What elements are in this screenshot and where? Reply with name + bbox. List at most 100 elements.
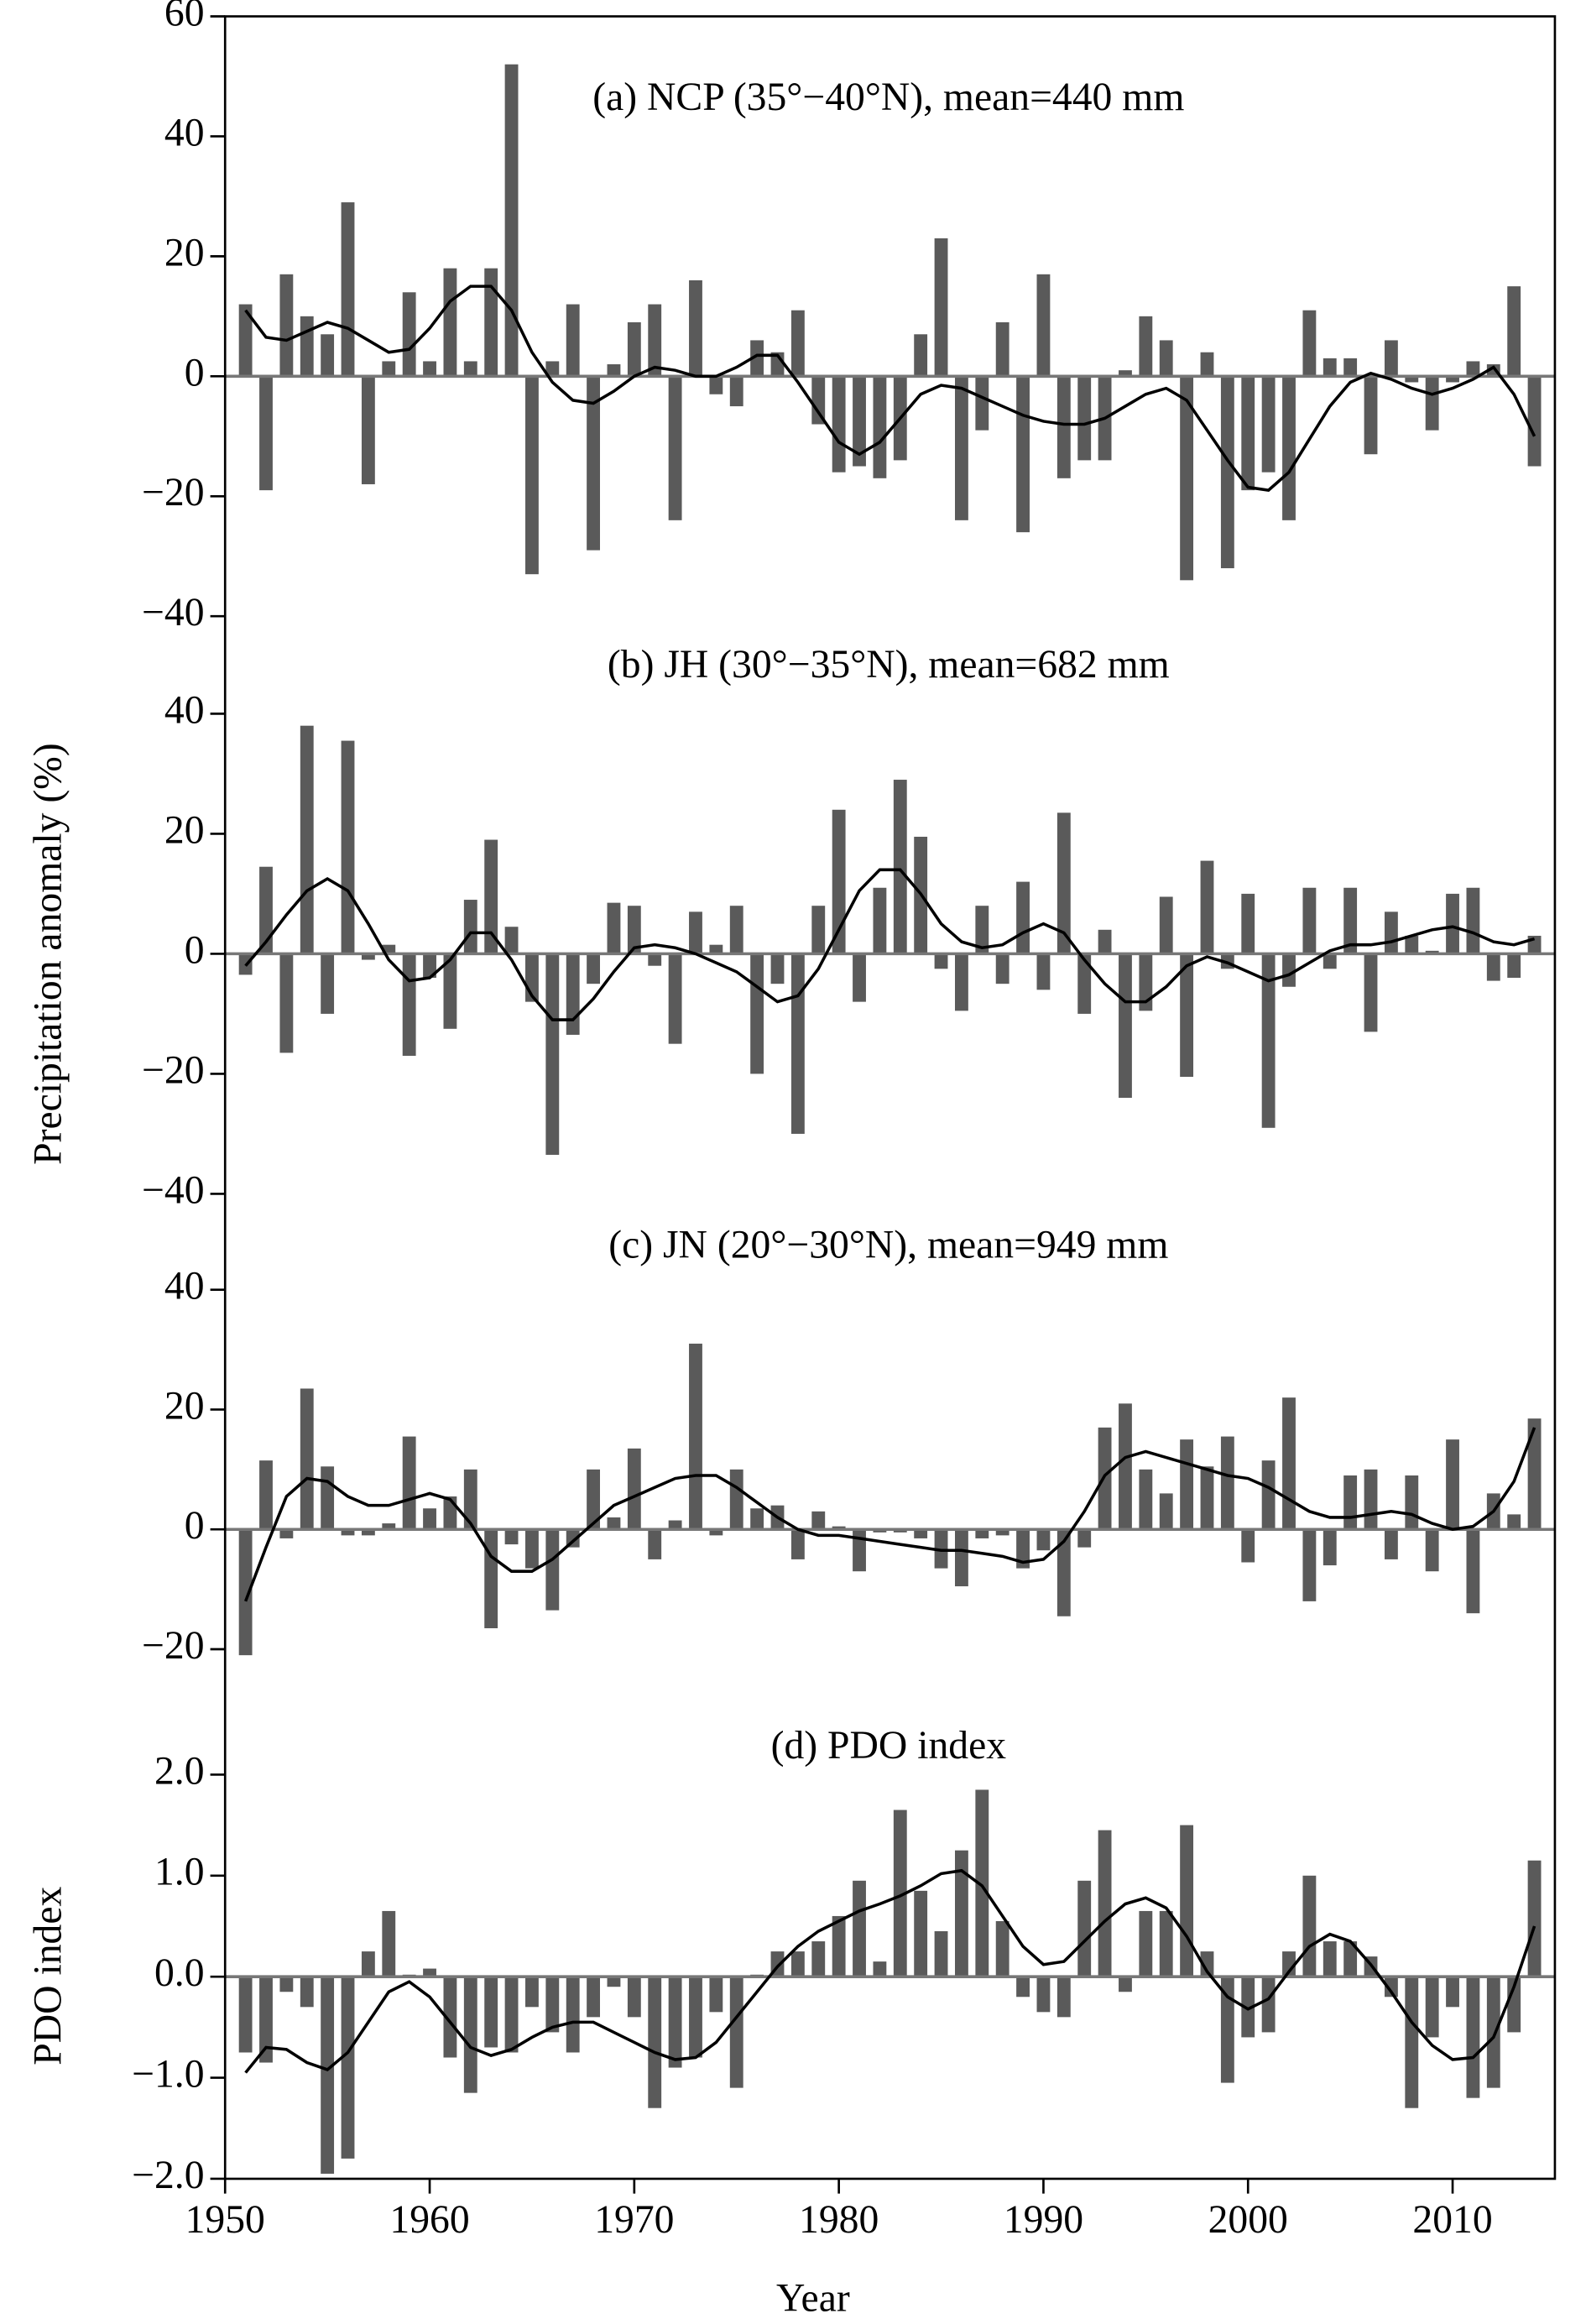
bar (1425, 376, 1439, 431)
bar (1405, 935, 1419, 954)
bar (525, 1529, 539, 1569)
bar (811, 1511, 826, 1530)
panel-title: (c) JN (20°−30°N), mean=949 mm (608, 1224, 1168, 1267)
bar (1282, 953, 1296, 987)
bar (238, 1529, 253, 1656)
bar (1466, 887, 1480, 954)
bar (995, 1529, 1010, 1536)
bar (1200, 860, 1214, 954)
bar (1446, 1977, 1459, 2008)
bar (1343, 358, 1358, 377)
bar (689, 279, 702, 377)
bar (423, 1508, 436, 1530)
bar (1139, 953, 1153, 1011)
bar (382, 944, 396, 954)
bar (279, 1977, 294, 1992)
bar (873, 1961, 887, 1977)
y-tick-label: 60 (164, 0, 205, 34)
y-tick-label: 20 (164, 231, 205, 274)
bar (587, 1977, 601, 2018)
bar (463, 1977, 477, 2093)
bar (1036, 1529, 1051, 1551)
bar (1364, 376, 1378, 455)
bar (1180, 953, 1194, 1078)
bar (1527, 1860, 1542, 1977)
bar (1159, 340, 1173, 377)
bar (1180, 1825, 1194, 1977)
bar (873, 376, 887, 478)
bar (1056, 812, 1071, 954)
bar (321, 334, 335, 377)
bar (279, 274, 294, 377)
bar (729, 1469, 743, 1530)
bar (1466, 1529, 1480, 1614)
bar (1139, 316, 1153, 377)
y-tick-label: 40 (164, 1265, 205, 1308)
bar (341, 1529, 355, 1536)
bar (689, 1343, 702, 1530)
bar (729, 906, 743, 954)
bar (1056, 1529, 1071, 1616)
bar (648, 304, 662, 377)
bar (954, 1529, 968, 1587)
bar (627, 1448, 641, 1530)
y-tick-label: 0.0 (154, 1951, 205, 1995)
bar (1180, 376, 1194, 581)
bar (832, 376, 846, 473)
bar (382, 1910, 396, 1977)
panel-title: (b) JH (30°−35°N), mean=682 mm (608, 643, 1170, 687)
bar (1220, 376, 1234, 569)
bar (975, 376, 989, 431)
bar (1425, 1529, 1439, 1572)
y-tick-label: −2.0 (132, 2154, 204, 2197)
bar (893, 1529, 907, 1533)
bar (1405, 1475, 1419, 1530)
bar (853, 1880, 866, 1977)
bar (1343, 1475, 1358, 1530)
bar (1241, 1977, 1255, 2038)
bar (811, 906, 826, 954)
bar (423, 953, 436, 979)
bar (1282, 376, 1296, 520)
x-axis-label: Year (776, 2276, 850, 2320)
bar (1119, 1403, 1132, 1530)
bar (1364, 1469, 1378, 1530)
bar (709, 376, 723, 394)
bar (689, 1977, 702, 2058)
bar (873, 1529, 887, 1533)
bar (893, 780, 907, 954)
bar (770, 953, 785, 984)
bar (853, 376, 866, 467)
bar (300, 316, 314, 377)
bar (1323, 953, 1337, 969)
bar (790, 953, 805, 1134)
smoothed-line (244, 868, 1536, 1021)
bar (607, 1977, 621, 1987)
y-tick-label: 1.0 (154, 1851, 205, 1894)
bar (1466, 1977, 1480, 2098)
bar (627, 322, 641, 377)
bar (1036, 274, 1051, 377)
bar (587, 376, 601, 551)
bar (832, 809, 846, 954)
bar (361, 1529, 375, 1536)
bar (1200, 1466, 1214, 1530)
bar (321, 1466, 335, 1530)
y-tick-label: −40 (142, 591, 204, 635)
bar (1077, 376, 1092, 461)
y-tick-label: 20 (164, 1384, 205, 1428)
bar (402, 292, 416, 377)
bar (361, 953, 375, 960)
bar (423, 1968, 436, 1977)
y-tick-label: 40 (164, 688, 205, 732)
bar (279, 953, 294, 1053)
x-tick-label: 1980 (799, 2198, 879, 2242)
bar (1241, 1529, 1255, 1563)
panel-title: (a) NCP (35°−40°N), mean=440 mm (592, 76, 1184, 119)
bar (484, 839, 498, 954)
bar (443, 268, 457, 377)
bar (790, 1951, 805, 1977)
bar (504, 64, 519, 377)
bar (484, 1529, 498, 1629)
